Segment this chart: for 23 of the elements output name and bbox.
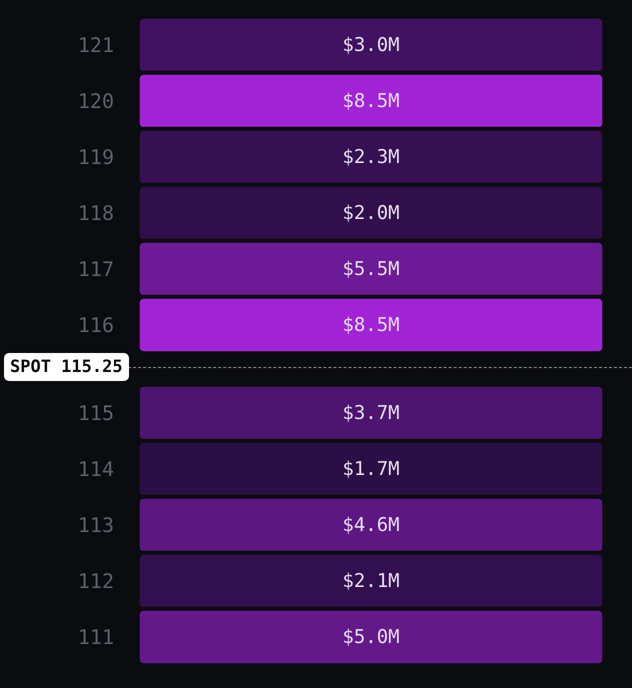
y-tick-label: 114 xyxy=(78,457,114,481)
data-label: $2.1M xyxy=(342,570,400,592)
data-label: $4.6M xyxy=(342,514,400,536)
y-tick-label: 115 xyxy=(78,401,114,425)
data-label: $1.7M xyxy=(342,458,400,480)
y-tick-label: 111 xyxy=(78,625,114,649)
data-label: $2.0M xyxy=(342,202,400,224)
y-tick-label: 119 xyxy=(78,145,114,169)
y-tick-label: 118 xyxy=(78,201,114,225)
data-label: $2.3M xyxy=(342,146,400,168)
y-tick-label: 120 xyxy=(78,89,114,113)
data-label: $8.5M xyxy=(342,90,400,112)
y-tick-label: 117 xyxy=(78,257,114,281)
data-label: $3.0M xyxy=(342,34,400,56)
data-label: $3.7M xyxy=(342,402,400,424)
data-label: $8.5M xyxy=(342,314,400,336)
text: SPOT 115.25 xyxy=(4,353,129,381)
data-label: $5.0M xyxy=(342,626,400,648)
y-tick-label: 121 xyxy=(78,33,114,57)
data-label: $5.5M xyxy=(342,258,400,280)
y-tick-label: 113 xyxy=(78,513,114,537)
y-tick-label: 112 xyxy=(78,569,114,593)
y-tick-label: 116 xyxy=(78,313,114,337)
